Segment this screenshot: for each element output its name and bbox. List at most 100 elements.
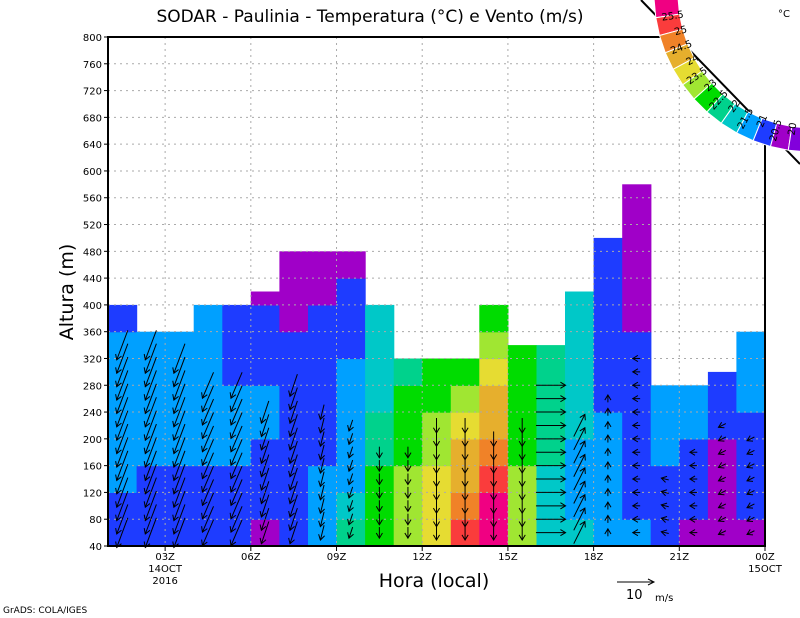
wind-arrow-shaft	[230, 425, 243, 452]
x-tick-label: 09Z	[327, 552, 347, 563]
wind-arrow-shaft	[260, 440, 270, 464]
y-tick-label: 800	[83, 33, 102, 44]
wind-arrow-head	[115, 380, 122, 388]
wind-arrow	[631, 421, 641, 429]
wind-arrow-head	[143, 461, 151, 468]
wind-arrow-head	[688, 462, 696, 470]
wind-arrow-head	[490, 534, 498, 541]
wind-arrow	[201, 506, 214, 534]
wind-arrow-head	[518, 494, 526, 501]
wind-arrow-head	[604, 447, 612, 454]
temperature-cell	[336, 385, 366, 413]
wind-arrow	[318, 417, 325, 434]
wind-arrow	[143, 517, 157, 549]
wind-arrow	[746, 502, 755, 509]
wind-arrow-head	[746, 515, 754, 523]
wind-arrow-head	[115, 501, 122, 509]
wind-arrow-head	[172, 380, 179, 388]
wind-arrow	[604, 447, 612, 456]
wind-arrow	[318, 444, 325, 461]
wind-arrow-head	[143, 407, 151, 415]
y-tick-label: 640	[83, 140, 102, 151]
wind-arrow-head	[375, 505, 383, 513]
wind-arrow	[115, 477, 129, 509]
wind-arrow-head	[631, 395, 639, 403]
x-tick-label: 15Z	[498, 552, 518, 563]
wind-arrow-head	[347, 478, 354, 486]
wind-arrow-shaft	[289, 400, 298, 424]
wind-arrow-head	[288, 390, 295, 398]
wind-arrow	[229, 385, 243, 413]
wind-arrow-head	[746, 462, 754, 469]
wind-arrow	[404, 473, 412, 486]
wind-arrow-shaft	[289, 427, 298, 451]
wind-arrow-shaft	[348, 500, 354, 512]
wind-arrow	[404, 446, 412, 459]
temperature-cell	[707, 385, 738, 413]
wind-arrow-shaft	[718, 463, 727, 468]
wind-arrow	[604, 501, 612, 510]
y-tick-label: 120	[83, 488, 102, 499]
wind-arrow-shaft	[260, 414, 270, 437]
wind-arrow-shaft	[746, 449, 755, 455]
wind-arrow-head	[579, 507, 586, 515]
wind-arrow-head	[259, 524, 267, 532]
wind-arrow-head	[579, 413, 586, 421]
wind-arrow	[746, 488, 755, 496]
wind-arrow-head	[201, 418, 208, 426]
wind-arrow-shaft	[116, 437, 129, 468]
wind-arrow	[229, 372, 243, 400]
wind-arrow	[432, 525, 441, 541]
temperature-cell	[622, 184, 652, 199]
wind-arrow-head	[688, 448, 696, 456]
wind-arrow	[201, 398, 214, 426]
temperature-cell	[279, 331, 309, 360]
wind-arrow	[259, 454, 270, 478]
wind-arrow-head	[404, 532, 412, 540]
wind-arrow	[631, 408, 641, 416]
temperature-cell	[250, 385, 280, 413]
wind-arrow	[461, 444, 469, 461]
wind-arrow	[535, 488, 567, 496]
wind-arrow	[115, 343, 129, 375]
wind-arrow	[461, 418, 469, 434]
wind-arrow	[688, 448, 698, 456]
wind-arrow	[518, 525, 526, 541]
wind-arrow	[318, 404, 325, 421]
wind-arrow	[518, 485, 526, 501]
wind-arrow-shaft	[746, 503, 755, 509]
wind-arrow-head	[375, 532, 383, 540]
wind-arrow-head	[560, 475, 567, 483]
wind-arrow-head	[143, 447, 151, 455]
wind-arrow	[660, 502, 669, 510]
wind-arrow	[288, 414, 298, 438]
wind-arrow-head	[288, 484, 295, 492]
wind-arrow-head	[259, 470, 267, 478]
temperature-cell	[650, 385, 680, 413]
wind-arrow-head	[631, 502, 639, 510]
wind-arrow-head	[229, 432, 237, 440]
wind-arrow	[318, 471, 325, 488]
wind-arrow	[631, 354, 641, 362]
wind-arrow-shaft	[661, 531, 669, 535]
wind-arrow	[143, 423, 157, 455]
wind-arrow-shaft	[289, 507, 298, 531]
y-axis: 40 80 120 160 200 240 280 320 360 400 440 480 520 560…	[83, 33, 108, 553]
wind-arrow-head	[660, 516, 668, 523]
wind-arrow-head	[432, 440, 441, 448]
wind-arrow	[172, 343, 186, 375]
wind-arrow-head	[115, 434, 122, 442]
wind-arrow-head	[631, 515, 639, 523]
wind-arrow-head	[717, 448, 725, 456]
wind-arrow-head	[115, 487, 122, 495]
wind-arrow-head	[604, 487, 612, 495]
temperature-cell	[308, 278, 338, 306]
x-tick-date: 15OCT	[748, 564, 783, 575]
wind-arrow	[143, 504, 157, 535]
wind-arrow-shaft	[319, 404, 325, 420]
wind-arrow	[347, 433, 354, 446]
wind-arrow	[201, 439, 214, 467]
temperature-cell	[479, 358, 509, 386]
